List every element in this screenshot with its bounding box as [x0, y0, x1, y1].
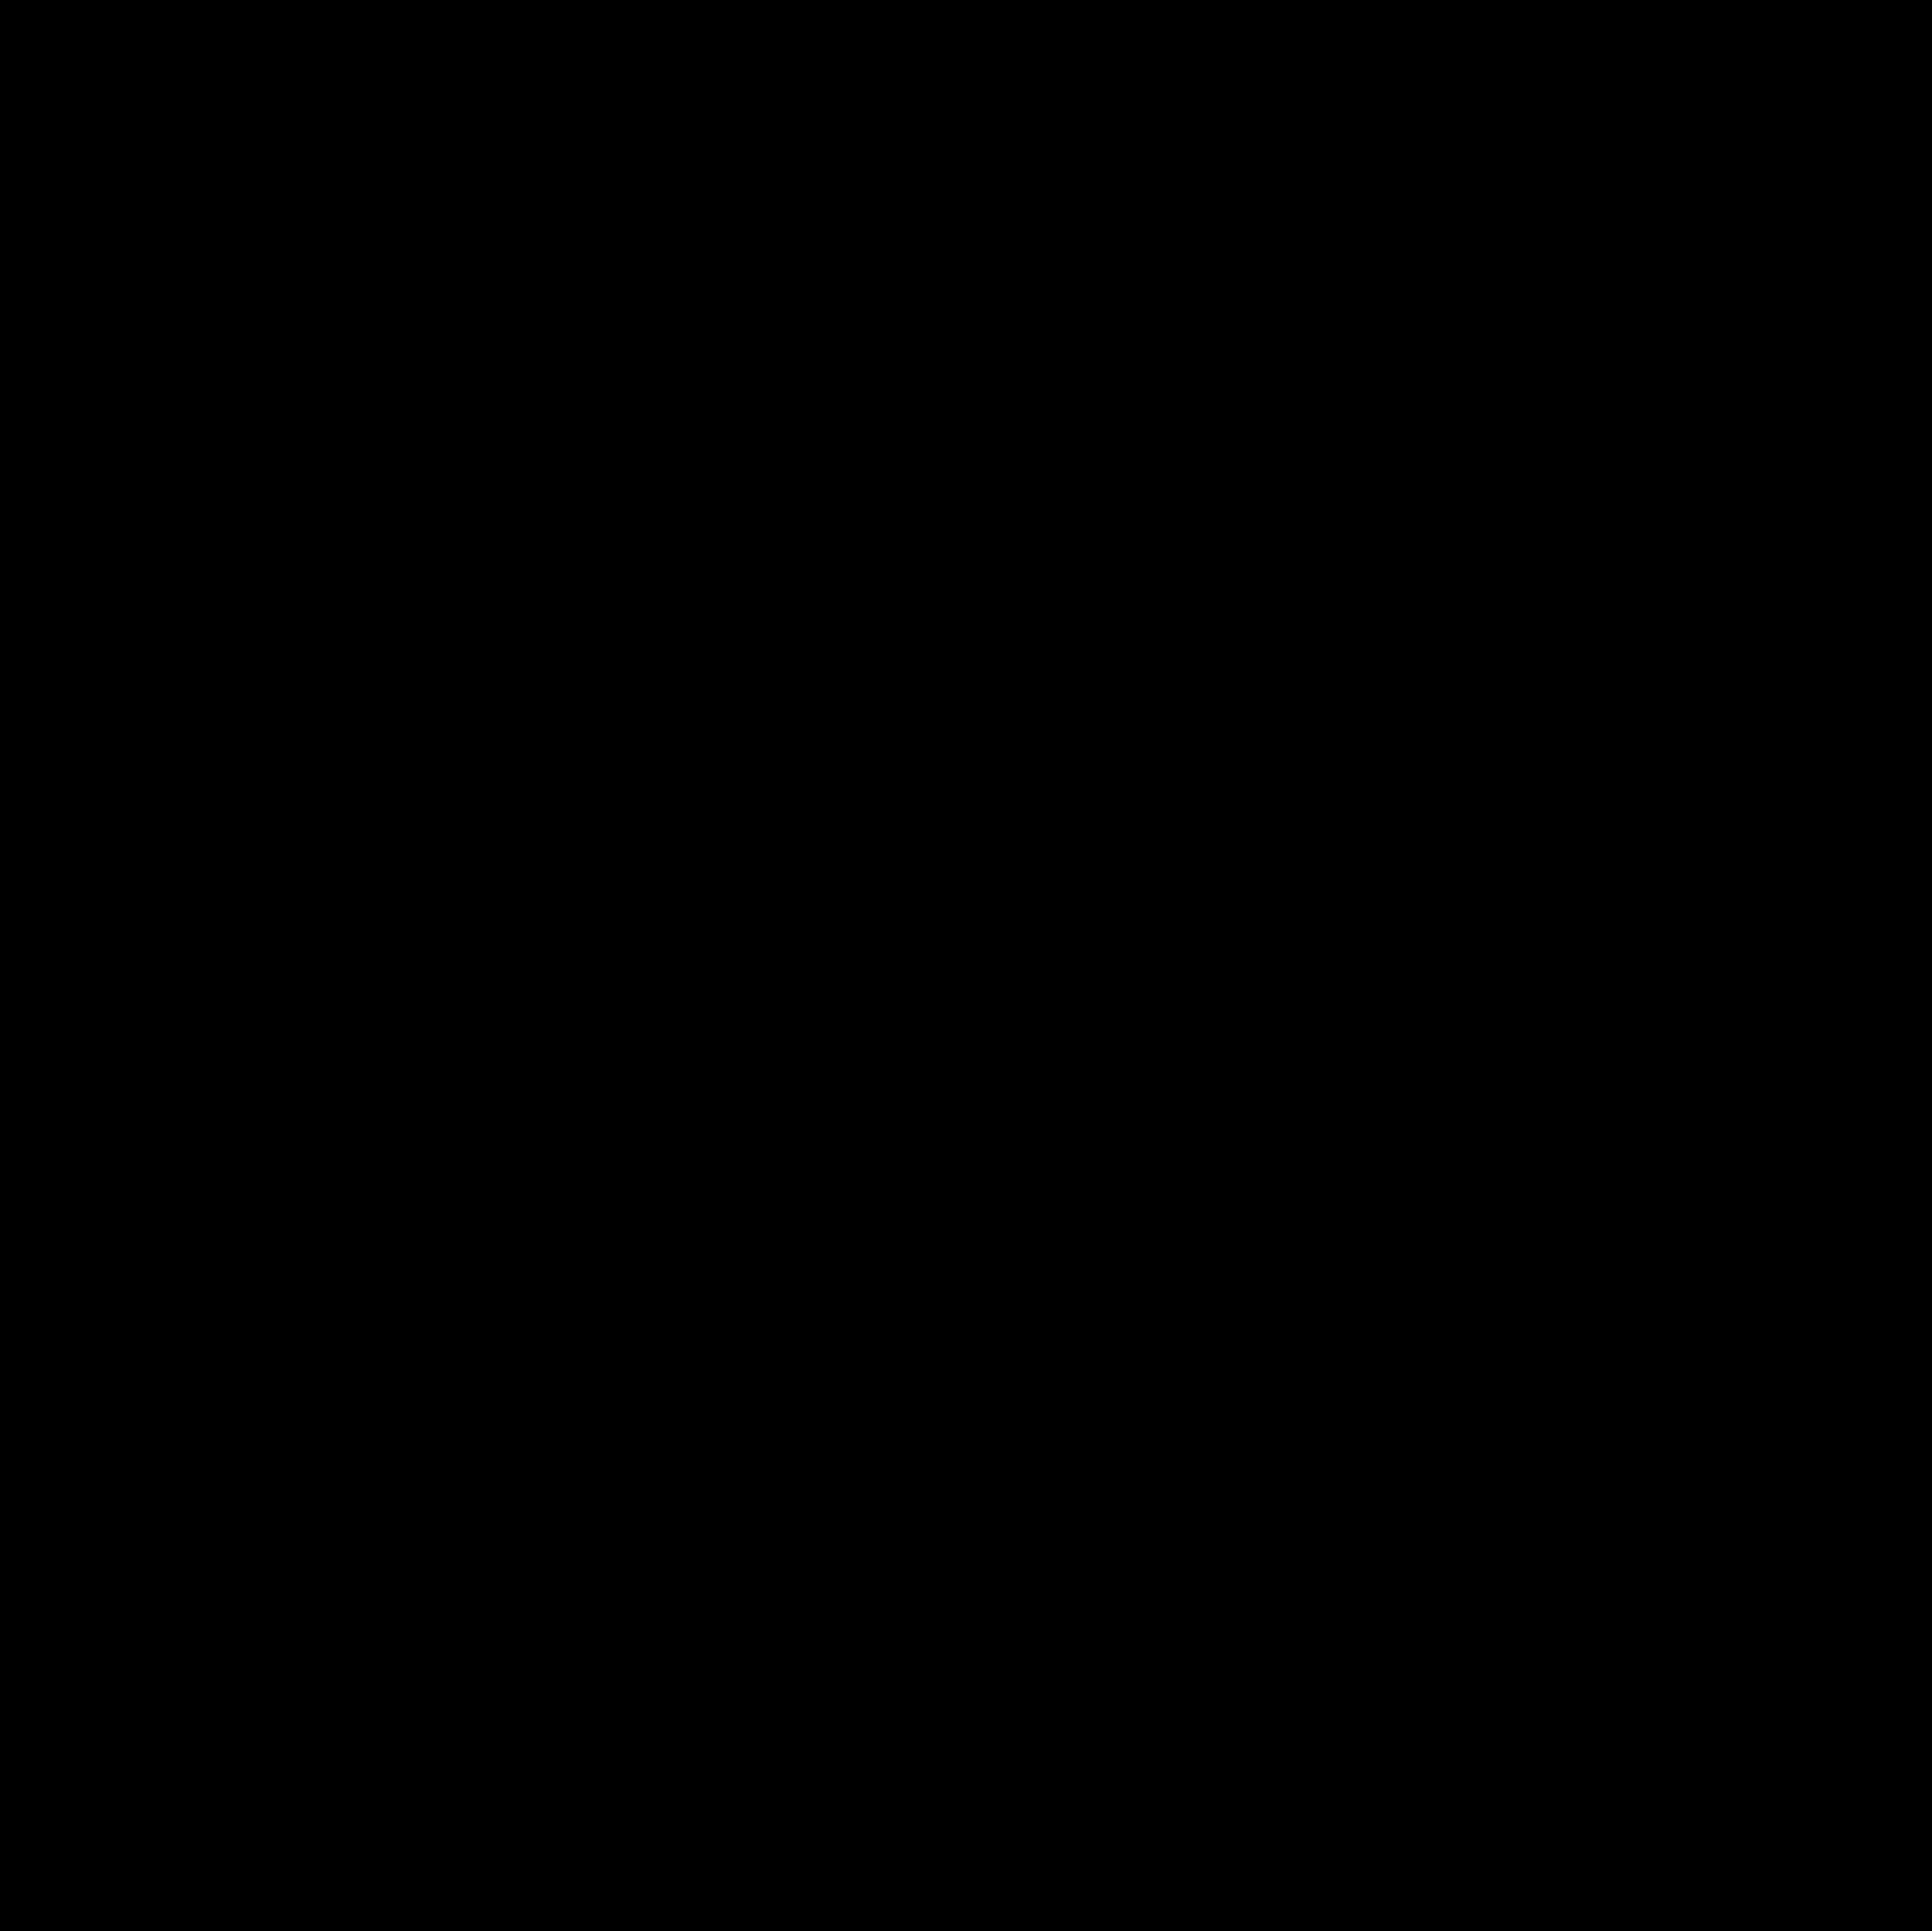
Ellipse shape	[21, 199, 379, 369]
Ellipse shape	[736, 1442, 1007, 1580]
Text: B: B	[1022, 877, 1055, 919]
Ellipse shape	[529, 156, 842, 340]
Ellipse shape	[709, 1456, 1177, 1637]
Text: C: C	[539, 1813, 570, 1856]
Polygon shape	[1192, 122, 1803, 485]
Text: A: A	[66, 877, 99, 919]
Ellipse shape	[939, 1502, 1163, 1630]
